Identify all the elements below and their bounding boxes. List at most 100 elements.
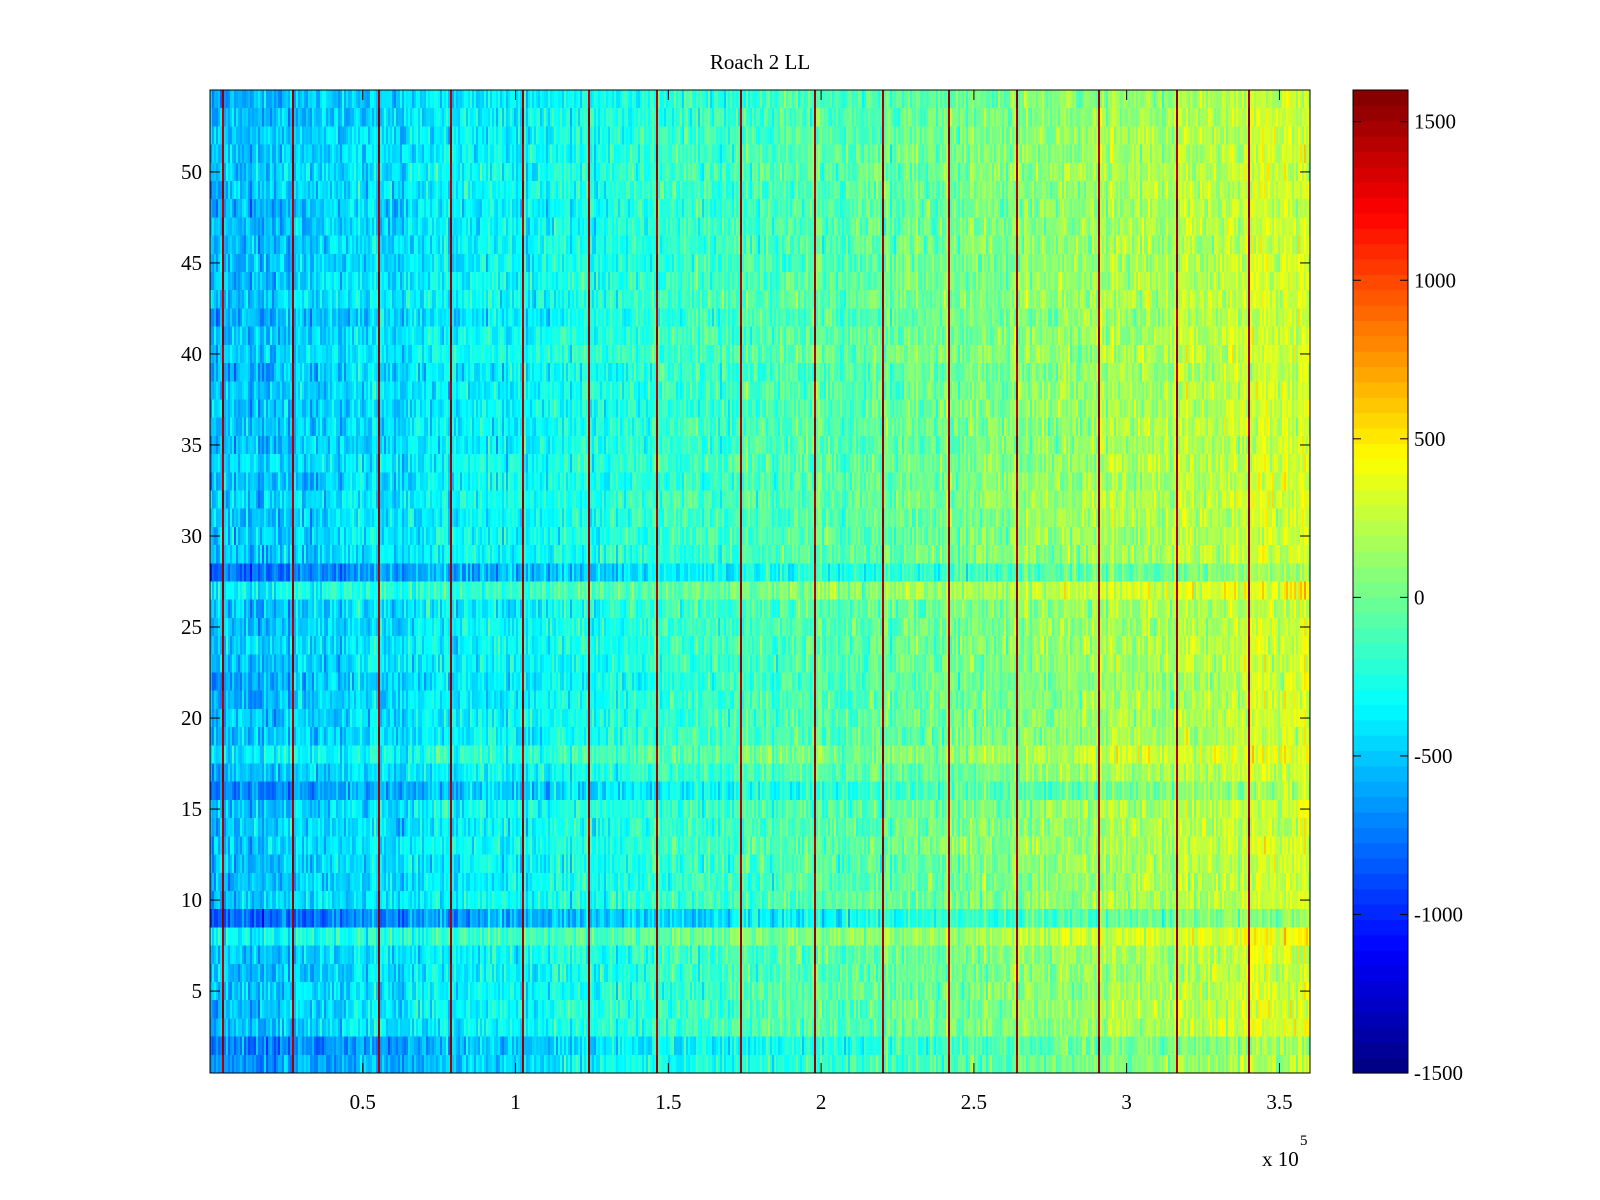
colorbar-segment xyxy=(1353,412,1408,429)
plot-frame xyxy=(209,89,1311,1074)
colorbar-segment xyxy=(1353,258,1408,275)
colorbar-tick-label: -500 xyxy=(1414,744,1453,768)
x-tick-label: 1 xyxy=(510,1090,521,1114)
colorbar-segment xyxy=(1353,1057,1408,1074)
colorbar-segment xyxy=(1353,842,1408,859)
plot-axes xyxy=(209,89,1311,1074)
colorbar-segment xyxy=(1353,827,1408,844)
y-tick-label: 40 xyxy=(181,342,202,366)
colorbar-segment xyxy=(1353,612,1408,629)
colorbar-segment xyxy=(1353,197,1408,214)
y-tick-label: 20 xyxy=(181,706,202,730)
colorbar-segment xyxy=(1353,381,1408,398)
colorbar-segment xyxy=(1353,965,1408,982)
colorbar-segment xyxy=(1353,719,1408,736)
y-tick-label: 45 xyxy=(181,251,202,275)
y-tick-label: 35 xyxy=(181,433,202,457)
colorbar-segment xyxy=(1353,781,1408,798)
colorbar-frame xyxy=(1352,89,1409,1074)
colorbar-tick-label: -1500 xyxy=(1414,1061,1463,1085)
colorbar-segment xyxy=(1353,1026,1408,1043)
colorbar-segment xyxy=(1353,980,1408,997)
colorbar-segment xyxy=(1353,243,1408,260)
x-axis: 0.5 1 1.5 2 2.5 3 3.5 xyxy=(350,90,1293,1114)
colorbar-tick-label: 0 xyxy=(1414,585,1425,609)
x-exponent-power: 5 xyxy=(1300,1133,1308,1149)
colorbar-segment xyxy=(1353,182,1408,199)
y-tick-label: 50 xyxy=(181,160,202,184)
colorbar-segment xyxy=(1353,443,1408,460)
x-tick-label: 1.5 xyxy=(655,1090,681,1114)
colorbar-segment xyxy=(1353,919,1408,936)
colorbar-segment xyxy=(1353,289,1408,306)
colorbar-segment xyxy=(1353,473,1408,490)
colorbar-segment xyxy=(1353,566,1408,583)
colorbar-segment xyxy=(1353,120,1408,137)
colorbar-tick-label: 1000 xyxy=(1414,268,1456,292)
colorbar-segment xyxy=(1353,596,1408,613)
heatmap-image xyxy=(210,90,1310,1073)
colorbar-segment xyxy=(1353,351,1408,368)
colorbar-segment xyxy=(1353,811,1408,828)
colorbar-segment xyxy=(1353,90,1408,106)
colorbar-tick-label: 1500 xyxy=(1414,110,1456,134)
y-tick-label: 30 xyxy=(181,524,202,548)
x-exponent-base: x 10 xyxy=(1262,1147,1299,1171)
colorbar-segment xyxy=(1353,458,1408,475)
colorbar-segment xyxy=(1353,735,1408,752)
colorbar-segment xyxy=(1353,397,1408,414)
x-tick-label: 3 xyxy=(1121,1090,1132,1114)
colorbar-segment xyxy=(1353,996,1408,1013)
colorbar-segment xyxy=(1353,673,1408,690)
y-axis: 5 10 15 20 25 30 35 40 45 50 xyxy=(181,160,1310,1003)
colorbar-segment xyxy=(1353,658,1408,675)
y-tick-label: 25 xyxy=(181,615,202,639)
colorbar-segment xyxy=(1353,904,1408,921)
x-tick-label: 3.5 xyxy=(1266,1090,1292,1114)
colorbar-segment xyxy=(1353,950,1408,967)
colorbar-segment xyxy=(1353,427,1408,444)
heatmap xyxy=(210,90,1310,1073)
y-tick-label: 15 xyxy=(181,797,202,821)
colorbar-segment xyxy=(1353,581,1408,598)
colorbar-segment xyxy=(1353,136,1408,153)
colorbar-segment xyxy=(1353,550,1408,567)
colorbar-segment xyxy=(1353,888,1408,905)
colorbar-segment xyxy=(1353,228,1408,245)
colorbar-segment xyxy=(1353,535,1408,552)
colorbar: 1500 1000 500 0 -500 -1000 -1500 xyxy=(1352,89,1463,1085)
colorbar-segment xyxy=(1353,504,1408,521)
colorbar-tick-label: -1000 xyxy=(1414,902,1463,926)
colorbar-segment xyxy=(1353,520,1408,537)
colorbar-segment xyxy=(1353,151,1408,168)
colorbar-segment xyxy=(1353,366,1408,383)
colorbar-segment xyxy=(1353,627,1408,644)
colorbar-segment xyxy=(1353,335,1408,352)
chart-title: Roach 2 LL xyxy=(710,50,810,74)
colorbar-segment xyxy=(1353,873,1408,890)
colorbar-segment xyxy=(1353,857,1408,874)
colorbar-segment xyxy=(1353,166,1408,183)
colorbar-segment xyxy=(1353,750,1408,767)
y-tick-label: 5 xyxy=(192,979,203,1003)
colorbar-segment xyxy=(1353,796,1408,813)
colorbar-tick-label: 500 xyxy=(1414,427,1446,451)
x-tick-label: 0.5 xyxy=(350,1090,376,1114)
colorbar-segment xyxy=(1353,212,1408,229)
colorbar-segment xyxy=(1353,934,1408,951)
colorbar-segment xyxy=(1353,689,1408,705)
colorbar-segment xyxy=(1353,305,1408,321)
colorbar-segment xyxy=(1353,105,1408,122)
y-tick-label: 10 xyxy=(181,888,202,912)
colorbar-segment xyxy=(1353,765,1408,782)
colorbar-segment xyxy=(1353,1011,1408,1028)
colorbar-segment xyxy=(1353,642,1408,659)
colorbar-segment xyxy=(1353,489,1408,506)
colorbar-segment xyxy=(1353,1042,1408,1059)
colorbar-segment xyxy=(1353,704,1408,721)
x-tick-label: 2.5 xyxy=(961,1090,987,1114)
colorbar-segment xyxy=(1353,274,1408,291)
x-tick-label: 2 xyxy=(816,1090,827,1114)
colorbar-segment xyxy=(1353,320,1408,337)
